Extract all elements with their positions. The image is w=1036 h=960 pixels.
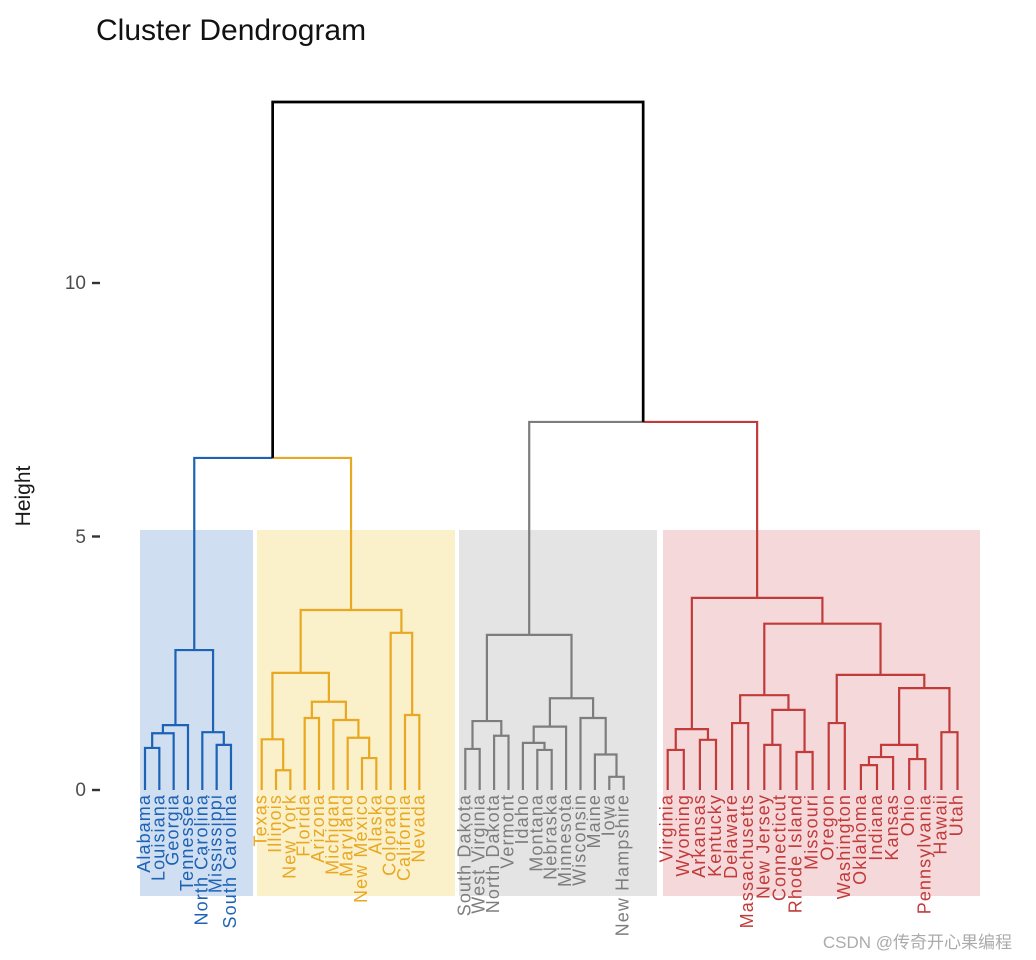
y-tick-label: 0: [75, 780, 86, 801]
leaf-label: Florida: [294, 794, 314, 857]
leaf-label: Colorado: [380, 794, 400, 876]
junction-right-red: [643, 420, 759, 598]
leaf-label: Georgia: [163, 794, 183, 866]
leaf-label: North Dakota: [483, 794, 503, 913]
leaf-label: Illinois: [265, 794, 285, 853]
y-tick-label: 10: [65, 273, 86, 294]
leaf-label: California: [394, 794, 414, 881]
cluster-rect-1: [140, 530, 253, 896]
cluster_3-branches: [464, 633, 625, 790]
leaf-label: Texas: [251, 794, 271, 847]
leaf-label: New Mexico: [351, 794, 371, 903]
leaf-label: Michigan: [322, 794, 342, 875]
leaf-label: Kentucky: [705, 794, 725, 877]
leaf-label: Montana: [526, 794, 546, 872]
leaf-label: New York: [279, 794, 299, 879]
cluster-rect-4: [663, 530, 980, 896]
leaf-label: Alaska: [365, 794, 385, 855]
leaf-label: Arizona: [308, 794, 328, 863]
leaf-label: Nevada: [408, 794, 428, 863]
y-tick-label: 5: [75, 527, 86, 548]
leaf-label: Indiana: [866, 794, 886, 861]
leaf-label: New Hampshire: [613, 794, 633, 936]
leaf-label: Tennessee: [177, 794, 197, 891]
leaf-label: Louisiana: [148, 794, 168, 881]
chart-title: Cluster Dendrogram: [96, 14, 366, 47]
dendrogram-branches: [143, 100, 959, 790]
junction-left-blue: [193, 456, 273, 651]
root-branch: [271, 100, 645, 458]
leaf-label: Hawaii: [930, 794, 950, 855]
leaf-label: New Jersey: [753, 794, 773, 899]
leaf-label: Washington: [834, 794, 854, 899]
leaf-label: Connecticut: [769, 794, 789, 901]
leaf-label: Mississippi: [206, 794, 226, 893]
leaf-label: Pennsylvania: [914, 794, 934, 914]
leaf-label: Alabama: [134, 794, 154, 873]
leaf-label: Vermont: [498, 794, 518, 869]
junction-right-gray: [528, 420, 644, 635]
cluster_2-branches: [260, 608, 421, 790]
leaf-label: Missouri: [802, 794, 822, 870]
cluster-rect-2: [257, 530, 455, 896]
leaf-label: North Carolina: [191, 794, 211, 925]
leaf-label: Nebraska: [541, 794, 561, 880]
leaf-label: Wisconsin: [570, 794, 590, 886]
leaf-label: South Dakota: [454, 794, 474, 916]
junction-left-yellow: [272, 456, 353, 611]
leaf-label: West Virginia: [469, 794, 489, 914]
leaf-label: Oregon: [818, 794, 838, 861]
leaf-label: Virginia: [657, 794, 677, 863]
leaf-label: Minnesota: [555, 794, 575, 887]
watermark-text: CSDN @传奇开心果编程: [823, 933, 1012, 952]
leaf-label: Oklahoma: [850, 794, 870, 885]
cluster-rect-3: [459, 530, 657, 896]
leaf-label: Kansas: [882, 794, 902, 861]
cluster-rects: [140, 530, 980, 896]
leaf-label: Delaware: [721, 794, 741, 879]
cluster_4-branches: [666, 596, 959, 790]
y-axis-label: Height: [12, 465, 35, 526]
leaf-label: Massachusetts: [737, 794, 757, 928]
leaf-label: Arkansas: [689, 794, 709, 878]
cluster_1-branches: [143, 648, 233, 790]
leaf-label: South Carolina: [220, 794, 240, 928]
leaf-label: Utah: [947, 794, 967, 836]
leaf-label: Iowa: [598, 794, 618, 836]
leaf-label: Wyoming: [673, 794, 693, 877]
leaf-label: Idaho: [512, 794, 532, 845]
y-axis: 10 5 0: [65, 273, 100, 801]
leaf-label: Ohio: [898, 794, 918, 836]
leaf-label: Rhode Island: [786, 794, 806, 913]
leaf-label: Maryland: [337, 794, 357, 877]
leaf-label: Maine: [584, 794, 604, 849]
